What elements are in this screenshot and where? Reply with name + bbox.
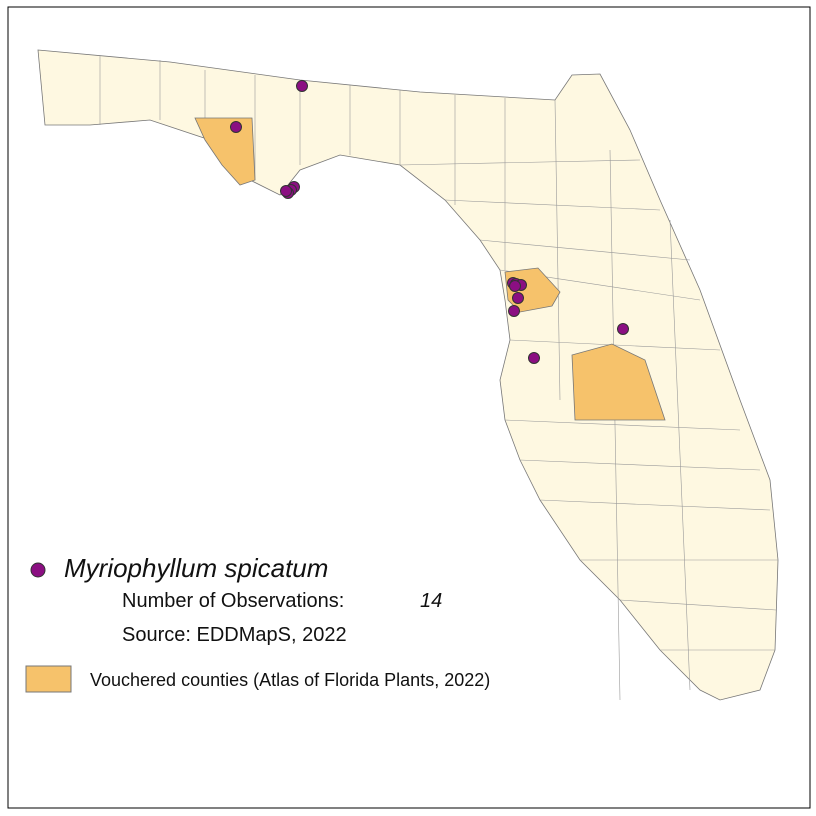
- legend: Myriophyllum spicatum Number of Observat…: [25, 553, 490, 693]
- observation-point: [296, 80, 308, 92]
- species-name: Myriophyllum spicatum: [64, 553, 328, 583]
- observations: [230, 80, 629, 364]
- voucher-label: Vouchered counties (Atlas of Florida Pla…: [90, 670, 490, 690]
- voucher-swatch: [25, 665, 72, 693]
- observation-point: [230, 121, 242, 133]
- observation-point: [617, 323, 629, 335]
- vouchered-county: [194, 117, 256, 186]
- observation-point: [512, 292, 524, 304]
- observation-point: [280, 185, 292, 197]
- observations-count: 14: [420, 590, 442, 612]
- county-lines: [99, 55, 778, 701]
- observations-label: Number of Observations:: [122, 590, 344, 612]
- observation-point: [508, 305, 520, 317]
- vouchered-county: [571, 343, 666, 421]
- source: Source: EDDMapS, 2022: [122, 624, 347, 646]
- observation-point: [528, 352, 540, 364]
- observation-point: [509, 280, 521, 292]
- legend-symbol: [30, 562, 46, 578]
